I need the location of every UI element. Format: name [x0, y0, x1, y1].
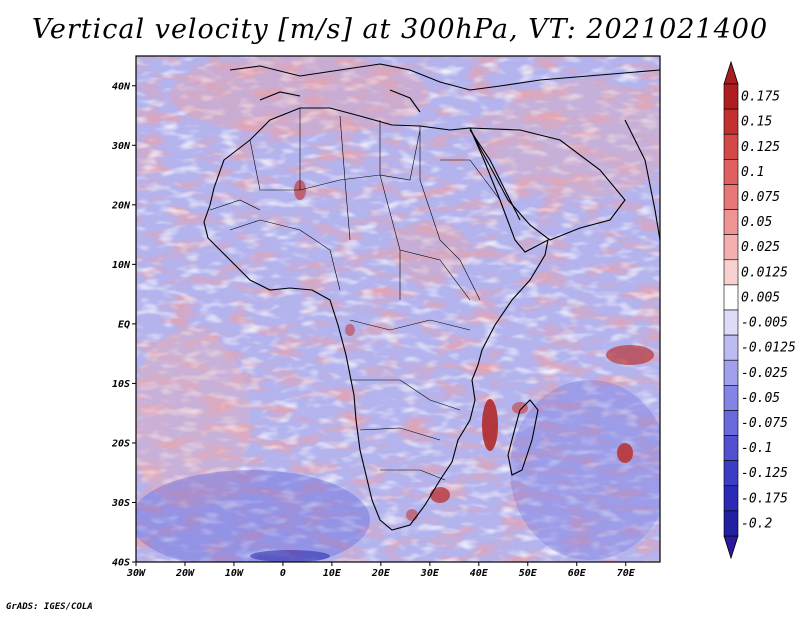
colorbar-label: -0.0125: [741, 341, 796, 356]
lon-tick-label: 20W: [175, 568, 195, 579]
map-frame: [135, 55, 661, 563]
colorbar-label: 0.175: [741, 90, 780, 105]
colorbar-swatch: [723, 334, 739, 361]
lon-tick-label: 70E: [617, 568, 636, 579]
grads-credit: GrADS: IGES/COLA: [6, 602, 93, 612]
colorbar-swatch: [723, 234, 739, 261]
colorbar-label: 0.0125: [741, 265, 788, 280]
lat-tick-label: 30S: [111, 498, 130, 509]
colorbar-label: -0.005: [741, 316, 788, 331]
colorbar-label: 0.05: [741, 215, 772, 230]
lon-tick-label: 30W: [126, 568, 146, 579]
colorbar-swatch: [723, 259, 739, 286]
lat-tick-label: 30N: [111, 141, 131, 152]
colorbar-label: -0.025: [741, 366, 788, 381]
lon-tick-label: 40E: [470, 568, 489, 579]
lon-tick-label: 20E: [371, 568, 391, 579]
colorbar-swatch: [723, 385, 739, 411]
colorbar-swatch: [723, 133, 739, 160]
colorbar-label: -0.05: [741, 391, 780, 406]
colorbar-swatch: [723, 108, 739, 135]
velocity-field: [136, 56, 660, 562]
lat-tick-label: EQ: [118, 319, 130, 330]
lon-tick-label: 50E: [519, 568, 538, 579]
colorbar-label: 0.15: [741, 115, 772, 130]
colorbar-swatch: [723, 410, 739, 436]
longitude-axis: 30W 20W 10W 0 10E 20E 30E 40E 50E 60E 70E: [126, 562, 636, 579]
colorbar-swatch: [723, 284, 739, 311]
colorbar-swatch: [723, 309, 739, 336]
latitude-axis: 40N 30N 20N 10N EQ 10S 20S 30S 40S: [111, 81, 136, 569]
colorbar-label: -0.125: [741, 466, 788, 481]
colorbar-swatch: [723, 435, 739, 461]
colorbar-swatch: [723, 83, 739, 110]
colorbar-label: 0.125: [741, 140, 780, 155]
colorbar-swatch: [723, 209, 739, 235]
coastlines: [203, 63, 660, 531]
lon-tick-label: 0: [280, 568, 286, 579]
colorbar-swatch: [723, 460, 739, 487]
lon-tick-label: 10E: [323, 568, 342, 579]
colorbar-swatch: [723, 510, 739, 537]
lat-tick-label: 40N: [112, 81, 131, 92]
lon-tick-label: 30E: [420, 568, 440, 579]
colorbar-max-arrow: [723, 60, 739, 85]
lat-tick-label: 40S: [112, 558, 130, 569]
lon-tick-label: 10W: [225, 568, 244, 579]
colorbar-swatch: [723, 159, 739, 185]
colorbar-label: -0.075: [741, 416, 788, 431]
colorbar-label: -0.175: [741, 491, 788, 506]
colorbar-label: -0.2: [741, 516, 772, 531]
lon-tick-label: 60E: [568, 568, 587, 579]
colorbar-swatch: [723, 485, 739, 512]
colorbar-swatch: [723, 359, 739, 386]
colorbar-label: -0.1: [741, 441, 772, 456]
lat-tick-label: 10N: [112, 260, 131, 271]
lat-tick-label: 20N: [111, 200, 131, 211]
colorbar-label: 0.025: [741, 240, 780, 255]
country-borders: [209, 108, 501, 481]
map-title: Vertical velocity [m/s] at 300hPa, VT: 2…: [31, 14, 769, 45]
lat-tick-label: 10S: [112, 379, 130, 390]
colorbar-min-arrow: [723, 535, 739, 560]
colorbar: 0.175 0.15 0.125 0.1 0.075 0.05 0.025 0.0125 0.0…: [723, 60, 796, 560]
colorbar-label: 0.005: [741, 290, 780, 305]
lat-tick-label: 20S: [111, 438, 130, 449]
colorbar-swatch: [723, 184, 739, 210]
colorbar-label: 0.075: [741, 190, 780, 205]
colorbar-label: 0.1: [741, 165, 764, 180]
